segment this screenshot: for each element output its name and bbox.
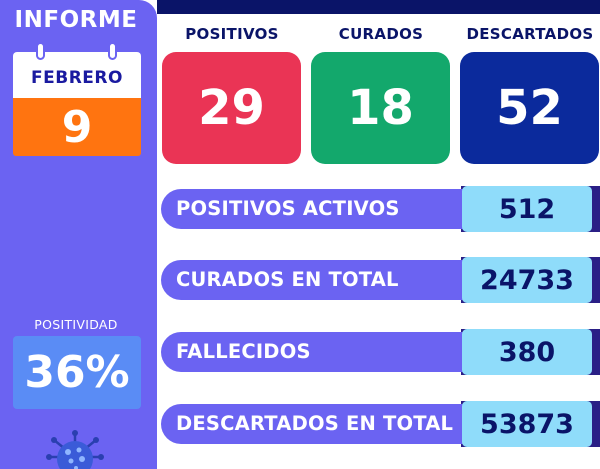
report-title: INFORME: [14, 7, 138, 33]
row-value: 512: [462, 186, 592, 232]
positivity-label: POSITIVIDAD: [34, 317, 118, 332]
virus-icon: [46, 430, 104, 469]
row-label: POSITIVOS ACTIVOS: [161, 189, 521, 229]
row-value: 24733: [462, 257, 592, 303]
row-value: 53873: [462, 401, 592, 447]
row-label: DESCARTADOS EN TOTAL: [161, 404, 521, 444]
row-curados-total: CURADOS EN TOTAL 24733: [161, 257, 600, 303]
calendar-icon: FEBRERO 9: [13, 42, 141, 156]
stat-card-positivos: 29: [162, 52, 301, 164]
stat-card-curados: 18: [311, 52, 450, 164]
top-bar: [157, 0, 600, 14]
calendar-ring-left: [36, 42, 45, 60]
row-descartados-total: DESCARTADOS EN TOTAL 53873: [161, 401, 600, 447]
row-positivos-activos: POSITIVOS ACTIVOS 512: [161, 186, 600, 232]
calendar-month: FEBRERO: [13, 52, 141, 98]
row-fallecidos: FALLECIDOS 380: [161, 329, 600, 375]
stat-label-curados: CURADOS: [338, 25, 424, 43]
row-label: CURADOS EN TOTAL: [161, 260, 521, 300]
sidebar: INFORME FEBRERO 9 POSITIVIDAD 36%: [0, 0, 157, 469]
stat-card-descartados: 52: [460, 52, 599, 164]
stat-label-descartados: DESCARTADOS: [466, 25, 594, 43]
positivity-value: 36%: [13, 336, 141, 409]
calendar-ring-right: [108, 42, 117, 60]
calendar-day: 9: [13, 98, 141, 156]
stat-label-positivos: POSITIVOS: [185, 25, 279, 43]
row-label: FALLECIDOS: [161, 332, 521, 372]
row-value: 380: [462, 329, 592, 375]
